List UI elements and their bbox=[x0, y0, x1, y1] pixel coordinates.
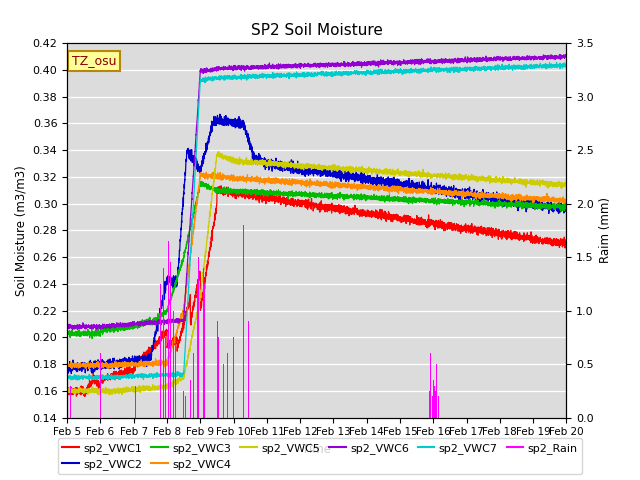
Legend: sp2_VWC1, sp2_VWC2, sp2_VWC3, sp2_VWC4, sp2_VWC5, sp2_VWC6, sp2_VWC7, sp2_Rain: sp2_VWC1, sp2_VWC2, sp2_VWC3, sp2_VWC4, … bbox=[58, 438, 582, 474]
Y-axis label: Soil Moisture (m3/m3): Soil Moisture (m3/m3) bbox=[14, 165, 27, 296]
Title: SP2 Soil Moisture: SP2 Soil Moisture bbox=[251, 23, 383, 38]
Y-axis label: Raim (mm): Raim (mm) bbox=[600, 197, 612, 264]
Text: TZ_osu: TZ_osu bbox=[72, 54, 116, 67]
X-axis label: Time: Time bbox=[302, 443, 332, 456]
